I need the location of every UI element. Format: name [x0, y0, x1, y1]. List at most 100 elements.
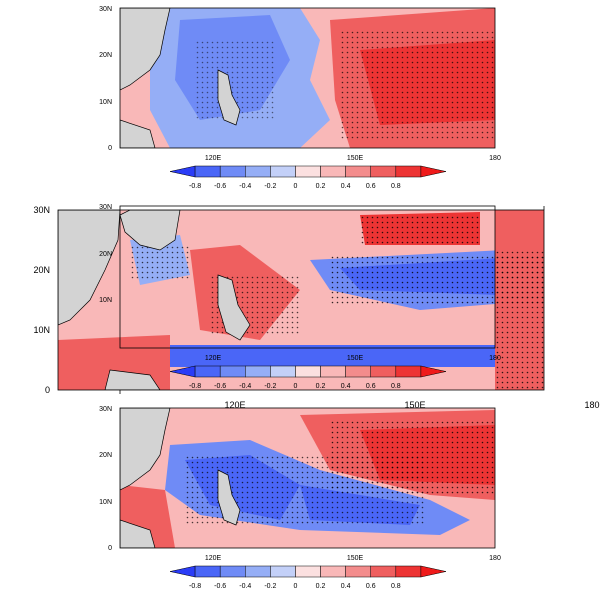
panel-middle-map — [58, 210, 544, 390]
colorbar-swatch — [345, 365, 371, 378]
panel-top-lat-labels: 0 10N 20N 30N — [99, 6, 112, 152]
stipple-east — [340, 30, 495, 140]
panel-bottom-map — [120, 408, 495, 548]
lat-label: 30N — [99, 6, 112, 13]
colorbar-swatch — [245, 165, 271, 178]
colorbar-swatch — [245, 365, 271, 378]
panel-middle-inset-lon-labels: 120E 150E 180 — [205, 355, 501, 362]
colorbar-swatch — [370, 565, 397, 578]
panel-middle-lat-labels: 0 10N 20N 30N — [33, 205, 50, 395]
lon-label: 120E — [205, 155, 222, 162]
lon-label: 150E — [347, 355, 364, 362]
land-asia — [120, 408, 171, 491]
lat-label: 0 — [108, 545, 112, 552]
colorbar-tick-label: 0.4 — [341, 583, 351, 590]
lon-label: 150E — [404, 400, 425, 410]
colorbar-swatch — [295, 165, 321, 178]
lon-label: 180 — [489, 555, 501, 562]
colorbar-swatch — [219, 565, 246, 578]
colorbar-tick-label: 0 — [294, 583, 298, 590]
colorbar-tick-label: -0.4 — [239, 583, 251, 590]
colorbar-tick-label: 0.2 — [316, 383, 326, 390]
colorbar-tick-label: 0.2 — [316, 583, 326, 590]
colorbar-swatch — [295, 565, 321, 578]
land-borneo — [120, 119, 156, 148]
panel-middle-lon-labels: 120E 150E 180 — [224, 400, 599, 410]
colorbar-swatch — [194, 165, 221, 178]
lat-label: 10N — [99, 99, 112, 106]
colorbar-tick-label: -0.6 — [214, 383, 226, 390]
colorbar-swatch — [245, 565, 271, 578]
colorbar-tick-label: -0.8 — [189, 583, 201, 590]
panel-top-map — [120, 8, 495, 148]
colorbar-swatch — [320, 365, 346, 378]
colorbar-swatch — [420, 365, 447, 378]
colorbar-swatch — [345, 565, 371, 578]
colorbar-swatch — [370, 365, 397, 378]
colorbar-swatch — [295, 365, 321, 378]
colorbar-tick-label: 0.6 — [366, 383, 376, 390]
colorbar-swatch — [219, 365, 246, 378]
land-philippines — [217, 69, 241, 126]
lon-label: 120E — [224, 400, 245, 410]
colorbar-tick-label: 0.4 — [341, 183, 351, 190]
lat-label: 20N — [99, 251, 112, 258]
colorbar-tick-label: 0.6 — [366, 183, 376, 190]
colorbar-tick-label: -0.8 — [189, 383, 201, 390]
land-philippines — [217, 469, 241, 526]
panel-top-lon-labels: 120E 150E 180 — [205, 155, 501, 162]
lat-label: 0 — [45, 385, 50, 395]
lon-label: 120E — [205, 355, 222, 362]
stipple-east — [495, 250, 544, 390]
colorbar-tick-label: 0.6 — [366, 583, 376, 590]
colorbar-swatch — [320, 165, 346, 178]
colorbar-tick-label: 0.2 — [316, 183, 326, 190]
colorbar-tick-label: 0 — [294, 183, 298, 190]
lon-label: 180 — [489, 355, 501, 362]
land-asia-inset — [119, 210, 181, 251]
colorbar-middle: -0.8 -0.6 -0.4 -0.2 0 0.2 0.4 0.6 0.8 — [169, 365, 447, 390]
lat-label: 30N — [99, 406, 112, 413]
colorbar-tick-label: -0.8 — [189, 183, 201, 190]
colorbar-swatch — [169, 165, 196, 178]
lon-label: 180 — [489, 155, 501, 162]
lon-label: 150E — [347, 555, 364, 562]
colorbar-swatch — [395, 365, 422, 378]
colorbar-swatch — [395, 565, 422, 578]
colorbar-swatch — [194, 565, 221, 578]
colorbar-bottom: -0.8 -0.6 -0.4 -0.2 0 0.2 0.4 0.6 0.8 — [169, 565, 447, 590]
lat-label: 0 — [108, 145, 112, 152]
colorbar-tick-label: -0.4 — [239, 383, 251, 390]
panel-bottom-lat-labels: 0 10N 20N 30N — [99, 406, 112, 552]
colorbar-swatch — [270, 565, 296, 578]
colorbar-tick-label: -0.6 — [214, 183, 226, 190]
panel-middle-frame — [57, 209, 545, 391]
lat-label: 30N — [99, 204, 112, 211]
land-borneo — [120, 519, 156, 548]
colorbar-tick-label: 0.8 — [391, 583, 401, 590]
colorbar-swatch — [270, 365, 296, 378]
colorbar-swatch — [219, 165, 246, 178]
land-asia — [120, 8, 171, 91]
colorbar-tick-label: 0.8 — [391, 183, 401, 190]
colorbar-swatch — [320, 565, 346, 578]
colorbar-swatch — [395, 165, 422, 178]
colorbar-swatch — [169, 565, 196, 578]
colorbar-swatch — [194, 365, 221, 378]
colorbar-tick-label: 0.8 — [391, 383, 401, 390]
lat-label: 20N — [99, 452, 112, 459]
panel-bottom-lon-labels: 120E 150E 180 — [205, 555, 501, 562]
lat-label: 20N — [33, 265, 50, 275]
lon-label: 180 — [584, 400, 599, 410]
colorbar-tick-label: -0.2 — [264, 183, 276, 190]
colorbar-tick-label: 0.4 — [341, 383, 351, 390]
colorbar-tick-label: 0 — [294, 383, 298, 390]
panel-top-frame — [119, 7, 496, 149]
stipple-north — [360, 215, 480, 245]
lat-label: 30N — [33, 205, 50, 215]
land-philippines — [217, 274, 251, 341]
colorbar-swatch — [420, 165, 447, 178]
colorbar-swatch — [420, 565, 447, 578]
colorbar-tick-label: -0.4 — [239, 183, 251, 190]
lon-label: 150E — [347, 155, 364, 162]
